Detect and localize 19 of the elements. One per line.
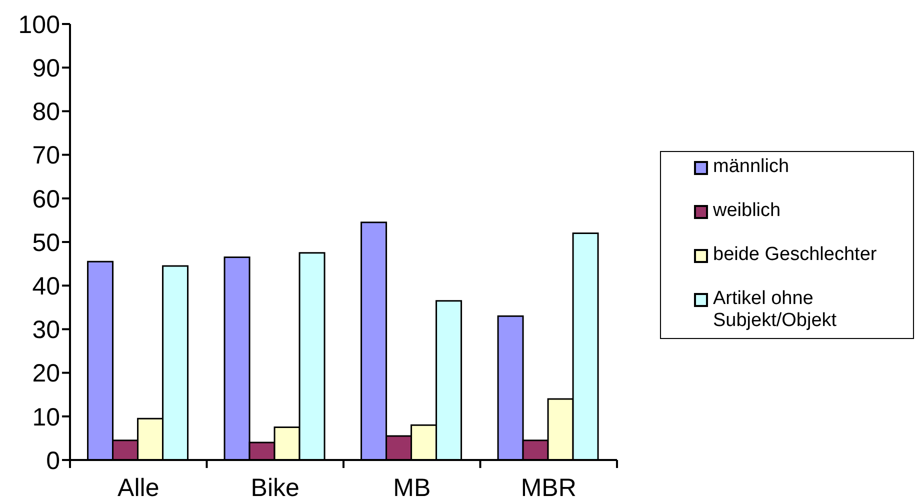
y-tick-label: 30 (32, 316, 60, 344)
x-tick-label: Alle (118, 474, 160, 502)
y-tick-label: 0 (46, 446, 60, 475)
x-tick-label: Bike (250, 474, 300, 502)
y-tick-label: 70 (32, 142, 60, 170)
y-tick-label: 20 (32, 360, 60, 388)
y-tick-label: 100 (18, 10, 60, 39)
y-tick-label: 60 (32, 185, 60, 214)
legend-label: beide Geschlechter (713, 244, 878, 266)
y-tick-label: 90 (32, 54, 60, 82)
y-tick-label: 10 (32, 403, 60, 432)
legend-label: männlich (713, 156, 790, 178)
y-tick-label: 50 (32, 228, 60, 257)
legend-label: weiblich (713, 200, 782, 222)
x-tick-label: MBR (520, 474, 576, 502)
y-tick-label: 80 (32, 98, 60, 126)
legend-label: Artikel ohne Subjekt/Objekt (713, 288, 838, 332)
x-tick-label: MB (393, 474, 431, 502)
y-tick-label: 40 (32, 272, 60, 300)
